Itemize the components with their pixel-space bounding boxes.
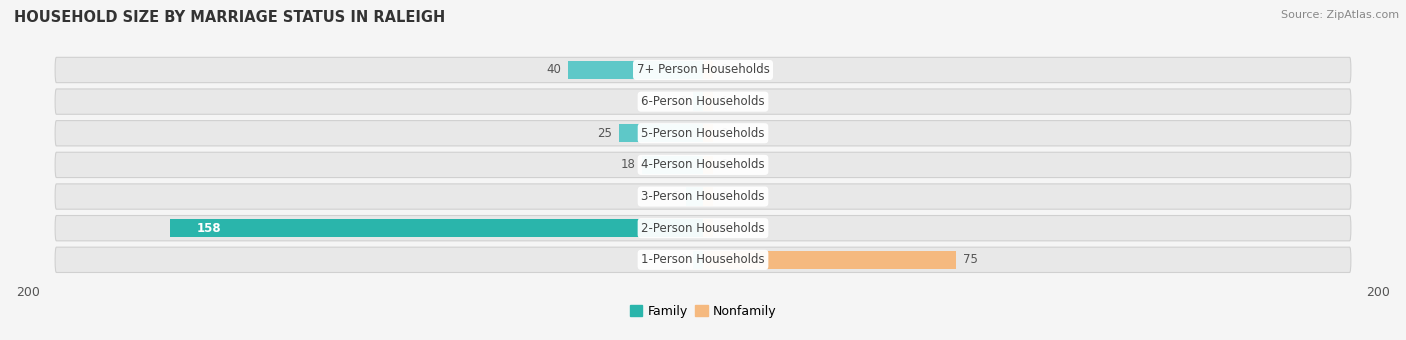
Text: 1-Person Households: 1-Person Households: [641, 253, 765, 266]
Bar: [703, 156, 713, 174]
Text: 40: 40: [547, 64, 561, 76]
Bar: [686, 187, 703, 206]
Text: 25: 25: [598, 127, 612, 140]
Text: 0: 0: [720, 64, 727, 76]
Bar: [703, 92, 713, 111]
Text: 6-Person Households: 6-Person Households: [641, 95, 765, 108]
Text: 7+ Person Households: 7+ Person Households: [637, 64, 769, 76]
FancyBboxPatch shape: [55, 247, 1351, 272]
Bar: [703, 251, 956, 269]
Text: 158: 158: [197, 222, 222, 235]
FancyBboxPatch shape: [55, 152, 1351, 177]
FancyBboxPatch shape: [55, 121, 1351, 146]
FancyBboxPatch shape: [55, 216, 1351, 241]
Text: 5: 5: [672, 190, 679, 203]
Bar: [703, 61, 713, 79]
FancyBboxPatch shape: [55, 184, 1351, 209]
Text: 0: 0: [720, 95, 727, 108]
Bar: [693, 251, 703, 269]
Text: Source: ZipAtlas.com: Source: ZipAtlas.com: [1281, 10, 1399, 20]
Bar: [568, 61, 703, 79]
Text: 4-Person Households: 4-Person Households: [641, 158, 765, 171]
Text: 0: 0: [679, 95, 686, 108]
Bar: [619, 124, 703, 142]
Bar: [703, 187, 713, 206]
FancyBboxPatch shape: [55, 89, 1351, 114]
Text: 0: 0: [720, 222, 727, 235]
Text: 3-Person Households: 3-Person Households: [641, 190, 765, 203]
Text: 0: 0: [720, 127, 727, 140]
Text: 0: 0: [720, 158, 727, 171]
Text: 0: 0: [679, 253, 686, 266]
Text: 18: 18: [620, 158, 636, 171]
Bar: [643, 156, 703, 174]
Bar: [170, 219, 703, 237]
Bar: [703, 124, 713, 142]
Legend: Family, Nonfamily: Family, Nonfamily: [624, 300, 782, 323]
FancyBboxPatch shape: [55, 57, 1351, 83]
Bar: [703, 219, 713, 237]
Text: 5-Person Households: 5-Person Households: [641, 127, 765, 140]
Text: 0: 0: [720, 190, 727, 203]
Text: HOUSEHOLD SIZE BY MARRIAGE STATUS IN RALEIGH: HOUSEHOLD SIZE BY MARRIAGE STATUS IN RAL…: [14, 10, 446, 25]
Text: 75: 75: [963, 253, 977, 266]
Text: 2-Person Households: 2-Person Households: [641, 222, 765, 235]
Bar: [693, 92, 703, 111]
